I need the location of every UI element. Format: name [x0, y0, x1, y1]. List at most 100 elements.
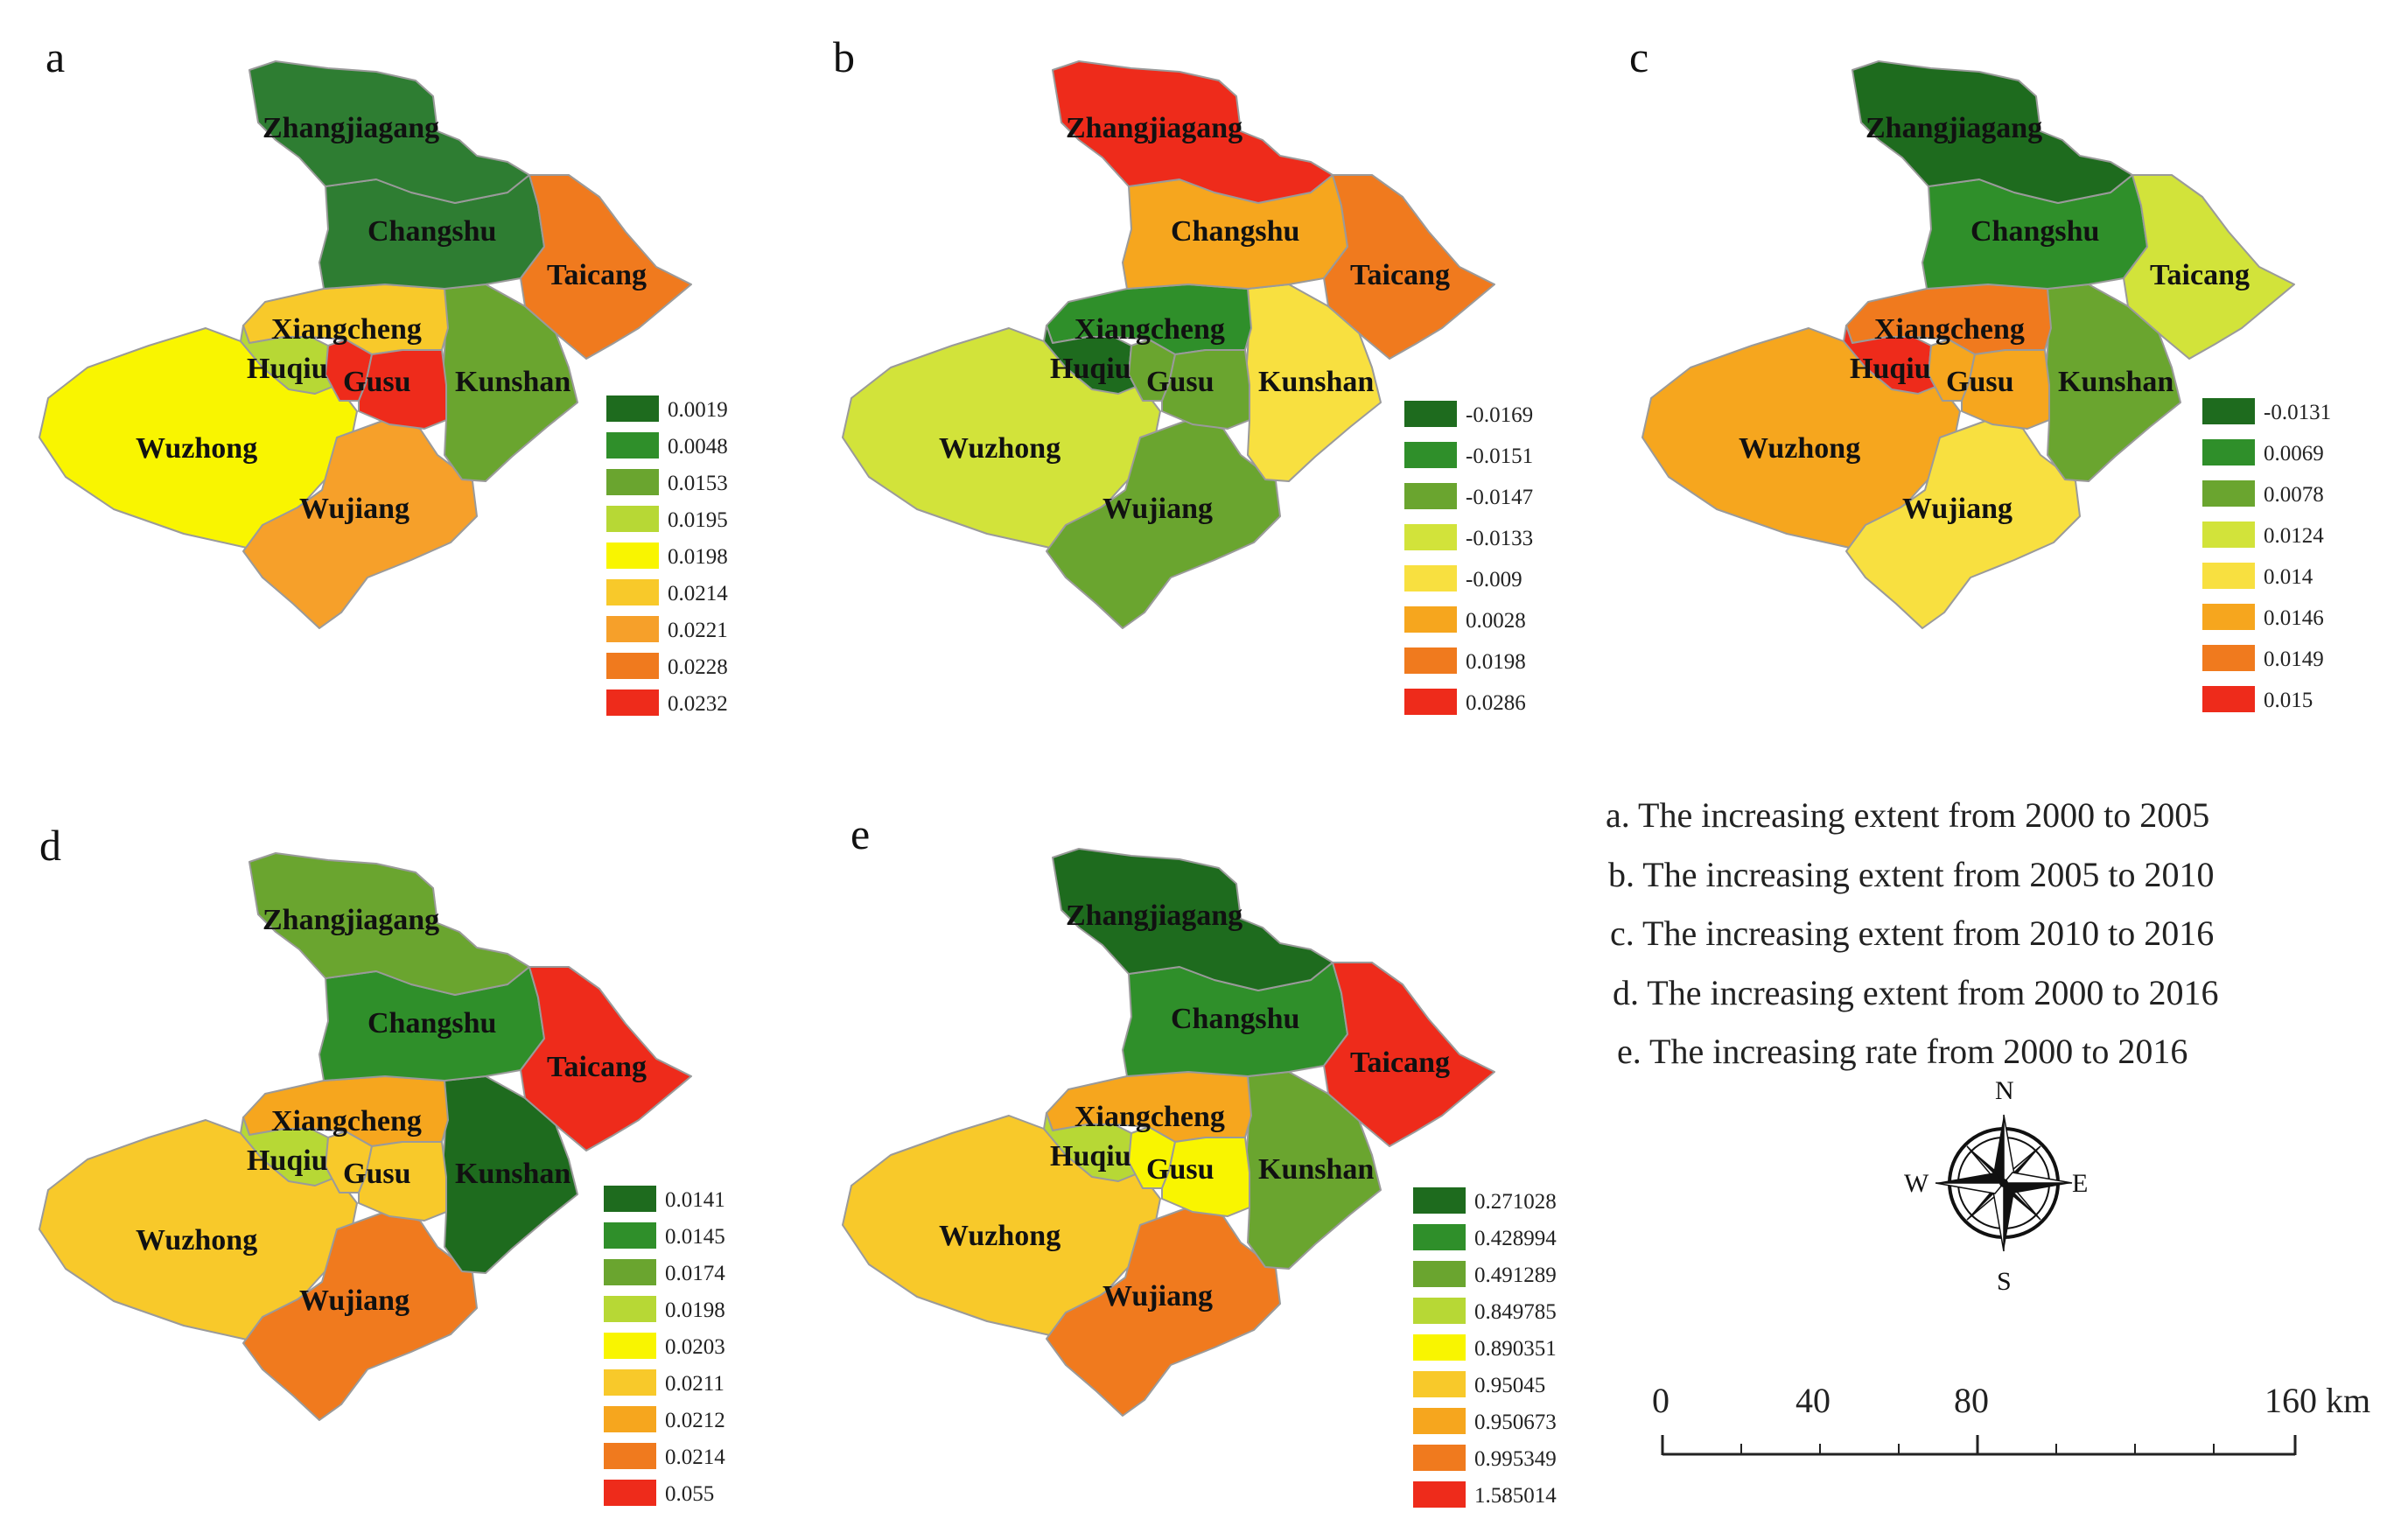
legend-swatch	[604, 1296, 656, 1322]
legend-label: 0.0214	[668, 582, 728, 606]
label-wuzhong: Wuzhong	[136, 1224, 257, 1256]
region-gusu	[358, 1141, 447, 1222]
legend-swatch	[604, 1222, 656, 1249]
region-zhangjiagang	[248, 852, 530, 996]
legend-swatch	[606, 506, 659, 532]
legend-swatch	[1413, 1187, 1466, 1214]
label-wuzhong: Wuzhong	[939, 1220, 1060, 1252]
legend-label: 0.0149	[2264, 648, 2324, 671]
region-taicang	[1323, 174, 1495, 360]
region-wujiang	[1845, 419, 2081, 629]
legend-label: 0.0232	[668, 692, 728, 716]
legend-swatch	[604, 1406, 656, 1432]
legend-label: -0.0147	[1466, 486, 1533, 509]
panel-letter-a: a	[46, 32, 65, 81]
label-huqiu: Huqiu	[1050, 1140, 1131, 1172]
legend-label: 0.0198	[1466, 650, 1526, 674]
legend-label: 0.0069	[2264, 442, 2324, 466]
region-wujiang	[1046, 1207, 1281, 1417]
compass-east: E	[2072, 1169, 2088, 1198]
legend-label: -0.0151	[1466, 444, 1533, 468]
label-wujiang: Wujiang	[299, 493, 410, 525]
label-xiangcheng: Xiangcheng	[271, 313, 422, 346]
legend-swatch	[1413, 1224, 1466, 1250]
legend-label: -0.009	[1466, 568, 1522, 592]
label-changshu: Changshu	[368, 215, 496, 248]
region-gusu	[1961, 349, 2050, 430]
label-taicang: Taicang	[2150, 259, 2250, 291]
legend-label: 0.0019	[668, 398, 728, 422]
scale-bar: 0 40 80 160 km	[1652, 1381, 2370, 1456]
region-gusu	[358, 349, 447, 430]
legend-label: 0.0048	[668, 435, 728, 458]
legend-label: 0.428994	[1474, 1227, 1557, 1250]
label-taicang: Taicang	[547, 259, 647, 291]
map-panel-b: b Zhangjiagang Changshu Taicang Xiangche…	[833, 32, 1533, 715]
region-taicang	[2123, 174, 2295, 360]
label-wujiang: Wujiang	[1902, 493, 2012, 525]
map-panel-c: c Zhangjiagang Changshu Taicang Xiangche…	[1629, 32, 2331, 712]
label-wujiang: Wujiang	[299, 1284, 410, 1317]
legend-swatch	[2202, 645, 2255, 671]
legend-swatch	[2202, 686, 2255, 712]
label-xiangcheng: Xiangcheng	[1074, 1101, 1225, 1133]
legend-label: 0.271028	[1474, 1190, 1557, 1214]
legend-swatch	[606, 432, 659, 458]
region-wujiang	[242, 419, 478, 629]
label-kunshan: Kunshan	[455, 366, 570, 398]
legend-label: 0.491289	[1474, 1264, 1557, 1287]
panel-letter-d: d	[39, 821, 61, 870]
legend-label: 0.0141	[665, 1188, 725, 1212]
legend-swatch	[1404, 565, 1457, 592]
choropleth-e: Zhangjiagang Changshu Taicang Xiangcheng…	[842, 848, 1495, 1417]
label-wuzhong: Wuzhong	[939, 432, 1060, 465]
legend-swatch	[1413, 1371, 1466, 1397]
caption-c: c. The increasing extent from 2010 to 20…	[1610, 914, 2214, 953]
legend-swatch	[1404, 483, 1457, 509]
legend-swatch	[606, 469, 659, 495]
choropleth-a: Zhangjiagang Changshu Taicang Xiangcheng…	[38, 60, 692, 629]
legend-swatch	[1413, 1261, 1466, 1287]
region-gusu	[1161, 349, 1250, 430]
legend-swatch	[604, 1443, 656, 1469]
legend-label: 0.055	[665, 1482, 714, 1506]
region-gusu	[1161, 1137, 1250, 1217]
label-wujiang: Wujiang	[1102, 1280, 1213, 1312]
legend-label: 0.0153	[668, 472, 728, 495]
legend-label: 0.0211	[665, 1372, 724, 1396]
caption-d: d. The increasing extent from 2000 to 20…	[1613, 973, 2218, 1012]
legend-swatch	[1404, 524, 1457, 550]
legend-swatch	[606, 579, 659, 606]
caption-a: a. The increasing extent from 2000 to 20…	[1606, 795, 2209, 835]
label-taicang: Taicang	[1350, 1046, 1450, 1079]
label-kunshan: Kunshan	[2058, 366, 2174, 398]
panel-letter-c: c	[1629, 32, 1648, 81]
label-zhangjiagang: Zhangjiagang	[1066, 112, 1242, 144]
compass-west: W	[1904, 1169, 1929, 1198]
legend-label: 0.0212	[665, 1409, 725, 1432]
legend-swatch	[606, 653, 659, 679]
region-zhangjiagang	[1052, 60, 1334, 204]
legend-swatch	[1404, 689, 1457, 715]
legend-d: 0.0141 0.0145 0.0174 0.0198 0.0203 0.0211 0.02…	[604, 1186, 725, 1506]
legend-label: 0.0195	[668, 508, 728, 532]
region-wujiang	[1046, 419, 1281, 629]
legend-label: 0.995349	[1474, 1447, 1557, 1471]
region-taicang	[520, 174, 692, 360]
label-huqiu: Huqiu	[247, 353, 328, 385]
compass-north: N	[1995, 1076, 2014, 1105]
label-gusu: Gusu	[343, 366, 411, 398]
legend-swatch	[604, 1259, 656, 1285]
legend-swatch	[2202, 522, 2255, 548]
legend-swatch	[604, 1369, 656, 1396]
region-zhangjiagang	[248, 60, 530, 204]
label-kunshan: Kunshan	[455, 1158, 570, 1190]
legend-swatch	[1413, 1445, 1466, 1471]
panel-letter-e: e	[850, 809, 870, 858]
label-changshu: Changshu	[368, 1007, 496, 1040]
label-kunshan: Kunshan	[1258, 366, 1374, 398]
label-changshu: Changshu	[1171, 1003, 1299, 1035]
legend-label: 0.0145	[665, 1225, 725, 1249]
label-changshu: Changshu	[1171, 215, 1299, 248]
